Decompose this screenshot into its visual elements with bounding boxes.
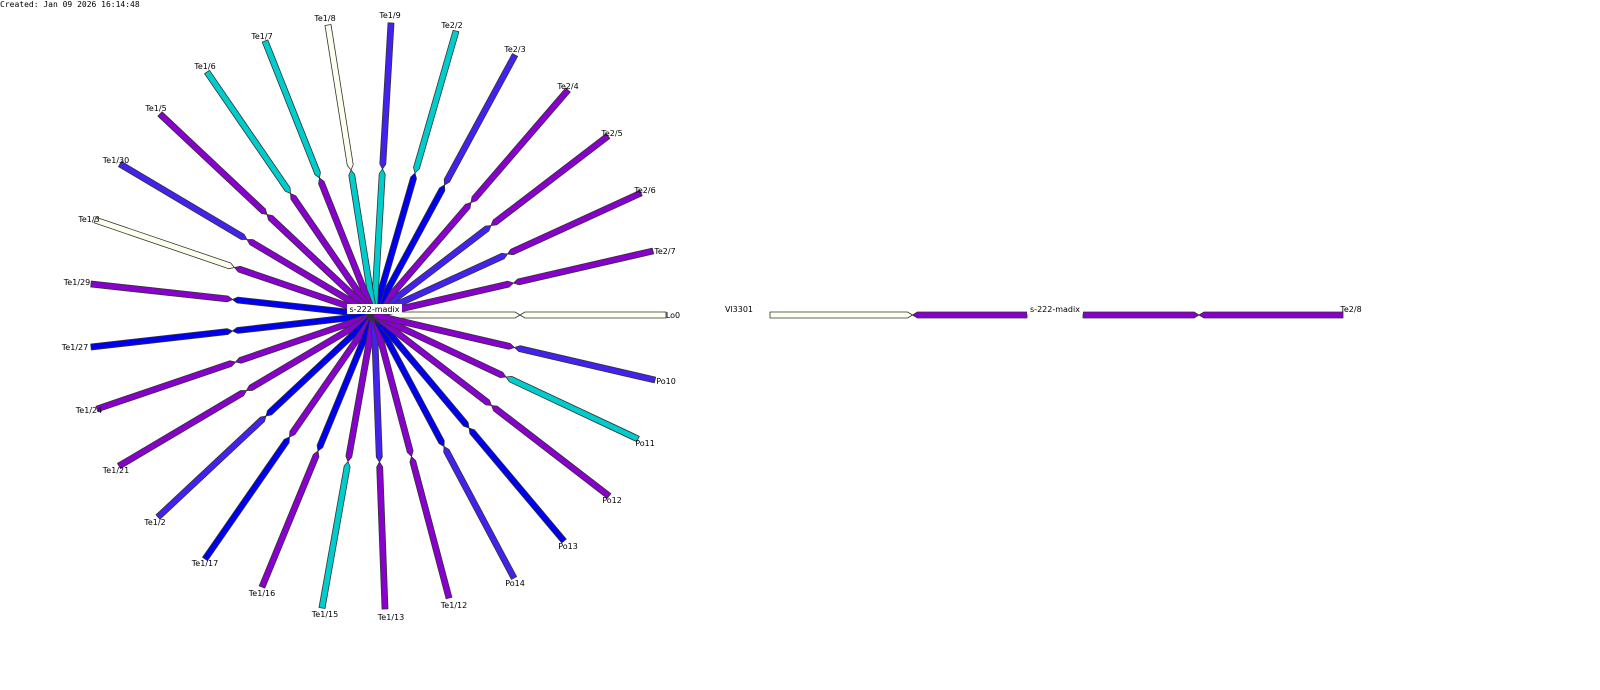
port-label-po10[interactable]: Po10 [656,377,676,386]
link-te1-24-far-segment[interactable] [95,360,236,413]
link-te1-9[interactable] [370,22,395,316]
link-te1-2-far-segment[interactable] [155,415,267,520]
port-label-te2-6[interactable]: Te2/6 [633,186,655,195]
port-label-te1-15[interactable]: Te1/15 [311,610,338,619]
port-label-po11[interactable]: Po11 [635,439,655,448]
star-port-labels: Lo0 Te2/7 Te2/6 Te2/5 Te2/4 Te2/3 Te2/2 Te1/9 Te… [61,11,680,622]
link-po14[interactable] [370,313,517,580]
chain-left-link[interactable] [769,311,1028,319]
port-label-te1-3[interactable]: Te1/3 [77,215,99,224]
chain-right-node[interactable]: Te2/8 [1339,305,1361,314]
link-te1-16-far-segment[interactable] [258,450,320,589]
link-po14-far-segment[interactable] [443,446,517,580]
port-label-po13[interactable]: Po13 [558,542,578,551]
chain-center-node-label: s-222-madix [1030,305,1080,314]
link-te1-21-far-segment[interactable] [117,390,247,470]
chain-left-node[interactable]: Vl3301 [725,305,753,314]
link-te2-4-far-segment[interactable] [470,87,571,203]
link-te2-3[interactable] [370,53,518,317]
port-label-po14[interactable]: Po14 [505,579,525,588]
link-te2-5[interactable] [371,133,611,318]
port-label-te1-8[interactable]: Te1/8 [313,14,335,23]
link-te1-17-far-segment[interactable] [202,436,290,562]
chain-right-node-label: Te2/8 [1339,305,1361,314]
port-label-te1-16[interactable]: Te1/16 [248,589,275,598]
port-label-te2-2[interactable]: Te2/2 [440,21,462,30]
port-label-te2-3[interactable]: Te2/3 [503,45,525,54]
link-te1-8-far-segment[interactable] [324,24,354,171]
link-te2-3-far-segment[interactable] [443,53,518,186]
link-lo0-far-segment[interactable] [519,311,667,319]
port-label-te1-7[interactable]: Te1/7 [250,32,272,41]
port-label-te1-9[interactable]: Te1/9 [378,11,400,20]
link-te1-12-far-segment[interactable] [409,456,453,600]
link-te2-6-far-segment[interactable] [507,189,643,256]
link-te1-5[interactable] [157,111,377,318]
chain-right-link[interactable] [1082,311,1344,319]
link-te1-9-far-segment[interactable] [379,22,395,170]
link-te1-3-far-segment[interactable] [93,216,235,270]
port-label-te1-30[interactable]: Te1/30 [102,156,129,165]
link-te1-30[interactable] [118,160,376,319]
center-node-star[interactable]: s-222-madix [347,304,402,314]
chain-link-group [769,311,1344,319]
link-te1-5-far-segment[interactable] [157,111,268,215]
link-po11[interactable] [372,311,640,443]
link-te1-17[interactable] [202,312,377,562]
link-po13-far-segment[interactable] [468,427,567,544]
link-te1-7-far-segment[interactable] [261,39,321,179]
link-te2-2-far-segment[interactable] [413,29,460,174]
chain-left-link-far-segment[interactable] [769,311,913,319]
link-te1-15-far-segment[interactable] [318,461,351,609]
chain-right-link-far-segment[interactable] [1198,311,1344,319]
port-label-te1-2[interactable]: Te1/2 [143,518,165,527]
port-label-te1-27[interactable]: Te1/27 [61,343,88,352]
port-label-te2-5[interactable]: Te2/5 [600,129,622,138]
link-te1-27-far-segment[interactable] [90,328,233,351]
link-po12-far-segment[interactable] [491,405,612,499]
chain-right-link-near-segment[interactable] [1082,311,1200,319]
port-label-te1-29[interactable]: Te1/29 [63,278,90,287]
port-label-te2-4[interactable]: Te2/4 [556,82,578,91]
link-te1-16[interactable] [258,313,378,589]
link-po10-far-segment[interactable] [514,345,657,384]
link-te1-7[interactable] [261,39,378,317]
link-te1-6-far-segment[interactable] [204,69,291,194]
chain-left-node-label: Vl3301 [725,305,753,314]
star-link-group [90,22,667,610]
center-node-label: s-222-madix [350,305,400,314]
port-label-te1-24[interactable]: Te1/24 [75,406,102,415]
link-te2-5-far-segment[interactable] [490,133,611,226]
chain-center-node[interactable]: s-222-madix [1027,304,1083,314]
port-label-te1-5[interactable]: Te1/5 [144,104,166,113]
created-timestamp: Created: Jan 09 2026 16:14:48 [0,0,140,9]
port-label-lo0[interactable]: Lo0 [666,311,680,320]
port-label-te1-13[interactable]: Te1/13 [377,613,404,622]
port-label-te1-17[interactable]: Te1/17 [191,559,218,568]
link-te1-30-far-segment[interactable] [118,160,248,240]
port-label-te1-12[interactable]: Te1/12 [440,601,467,610]
link-te2-7-far-segment[interactable] [513,247,655,286]
port-label-po12[interactable]: Po12 [602,496,622,505]
port-label-te1-21[interactable]: Te1/21 [102,466,129,475]
link-lo0[interactable] [373,311,667,319]
chain-left-link-near-segment[interactable] [912,311,1028,319]
port-label-te1-6[interactable]: Te1/6 [193,62,215,71]
link-po11-far-segment[interactable] [505,375,640,443]
link-te2-4[interactable] [371,87,571,318]
link-te1-13-far-segment[interactable] [376,461,389,610]
link-te1-29-far-segment[interactable] [90,280,233,303]
port-label-te2-7[interactable]: Te2/7 [653,247,675,256]
